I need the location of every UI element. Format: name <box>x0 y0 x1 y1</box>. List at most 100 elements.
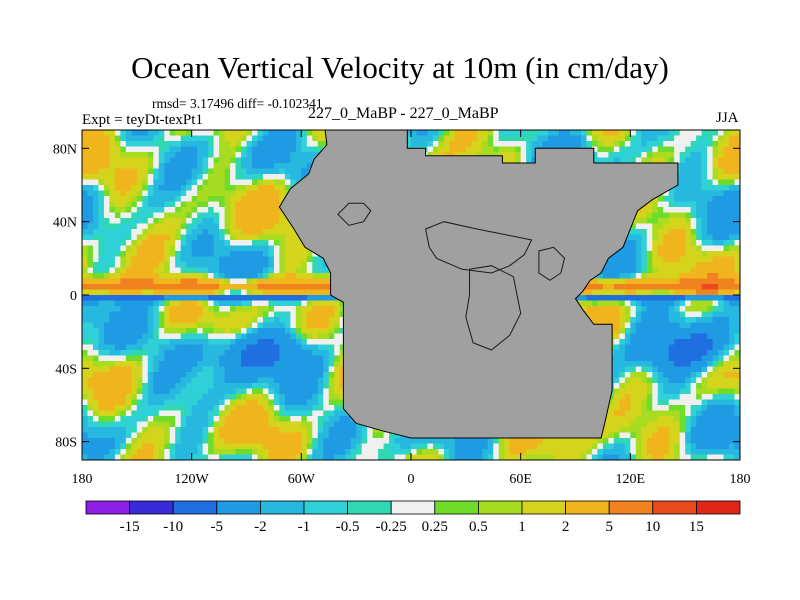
field-cell <box>493 146 500 153</box>
field-cell <box>602 157 609 164</box>
field-cell <box>312 262 319 269</box>
field-cell <box>257 328 264 335</box>
field-cell <box>257 278 264 285</box>
field-cell <box>624 322 631 329</box>
field-cell <box>136 350 143 357</box>
field-cell <box>175 278 182 285</box>
field-cell <box>169 130 176 137</box>
field-cell <box>136 185 143 192</box>
field-cell <box>712 168 719 175</box>
field-cell <box>624 333 631 340</box>
field-cell <box>98 190 105 197</box>
field-cell <box>109 152 116 159</box>
field-cell <box>718 284 725 291</box>
field-cell <box>317 135 324 142</box>
field-cell <box>312 355 319 362</box>
field-cell <box>114 135 121 142</box>
field-cell <box>668 201 675 208</box>
field-cell <box>87 306 94 313</box>
field-cell <box>273 135 280 142</box>
field-cell <box>246 141 253 148</box>
field-cell <box>273 322 280 329</box>
field-cell <box>131 135 138 142</box>
field-cell <box>273 157 280 164</box>
field-cell <box>197 355 204 362</box>
field-cell <box>553 141 560 148</box>
field-cell <box>208 251 215 258</box>
field-cell <box>180 179 187 186</box>
field-cell <box>164 157 171 164</box>
field-cell <box>405 130 412 137</box>
field-cell <box>109 284 116 291</box>
field-cell <box>416 130 423 137</box>
field-cell <box>208 322 215 329</box>
field-cell <box>570 141 577 148</box>
field-cell <box>224 179 231 186</box>
field-cell <box>553 135 560 142</box>
field-cell <box>169 229 176 236</box>
field-cell <box>87 185 94 192</box>
field-cell <box>136 278 143 285</box>
field-cell <box>114 234 121 241</box>
field-cell <box>92 295 100 302</box>
field-cell <box>98 339 105 346</box>
field-cell <box>405 135 412 142</box>
field-cell <box>476 146 483 153</box>
field-cell <box>624 295 631 302</box>
field-cell <box>120 229 127 236</box>
field-cell <box>591 141 599 148</box>
field-cell <box>690 163 697 170</box>
field-cell <box>613 130 620 137</box>
field-cell <box>82 229 89 236</box>
field-cell <box>707 185 714 192</box>
field-cell <box>734 289 740 296</box>
field-cell <box>235 135 242 142</box>
field-cell <box>186 185 193 192</box>
field-cell <box>624 267 631 274</box>
field-cell <box>197 196 204 203</box>
field-cell <box>707 284 714 291</box>
field-cell <box>630 339 637 346</box>
field-cell <box>328 344 335 351</box>
field-cell <box>701 212 708 219</box>
field-cell <box>114 262 121 269</box>
field-cell <box>191 278 198 285</box>
field-cell <box>635 339 642 346</box>
field-cell <box>284 240 291 247</box>
field-cell <box>696 350 703 357</box>
field-cell <box>186 295 193 302</box>
field-cell <box>652 295 659 302</box>
field-cell <box>279 339 286 346</box>
field-cell <box>718 333 725 340</box>
field-cell <box>224 311 231 318</box>
field-cell <box>690 300 697 307</box>
field-cell <box>92 344 100 351</box>
field-cell <box>487 135 494 142</box>
field-cell <box>202 317 209 324</box>
field-cell <box>586 135 593 142</box>
field-cell <box>443 141 450 148</box>
field-cell <box>493 152 500 159</box>
field-cell <box>120 179 127 186</box>
field-cell <box>224 190 231 197</box>
field-cell <box>191 179 198 186</box>
field-cell <box>438 130 445 137</box>
field-cell <box>279 278 286 285</box>
field-cell <box>559 130 566 137</box>
field-cell <box>262 355 270 362</box>
field-cell <box>82 306 89 313</box>
field-cell <box>460 152 467 159</box>
field-cell <box>301 350 308 357</box>
field-cell <box>729 218 736 225</box>
field-cell <box>668 245 675 252</box>
field-cell <box>241 185 248 192</box>
field-cell <box>191 273 198 280</box>
field-cell <box>696 185 703 192</box>
field-cell <box>147 223 154 230</box>
field-cell <box>164 229 171 236</box>
field-cell <box>202 328 209 335</box>
field-cell <box>674 196 681 203</box>
field-cell <box>679 262 686 269</box>
field-cell <box>438 152 445 159</box>
field-cell <box>142 245 149 252</box>
